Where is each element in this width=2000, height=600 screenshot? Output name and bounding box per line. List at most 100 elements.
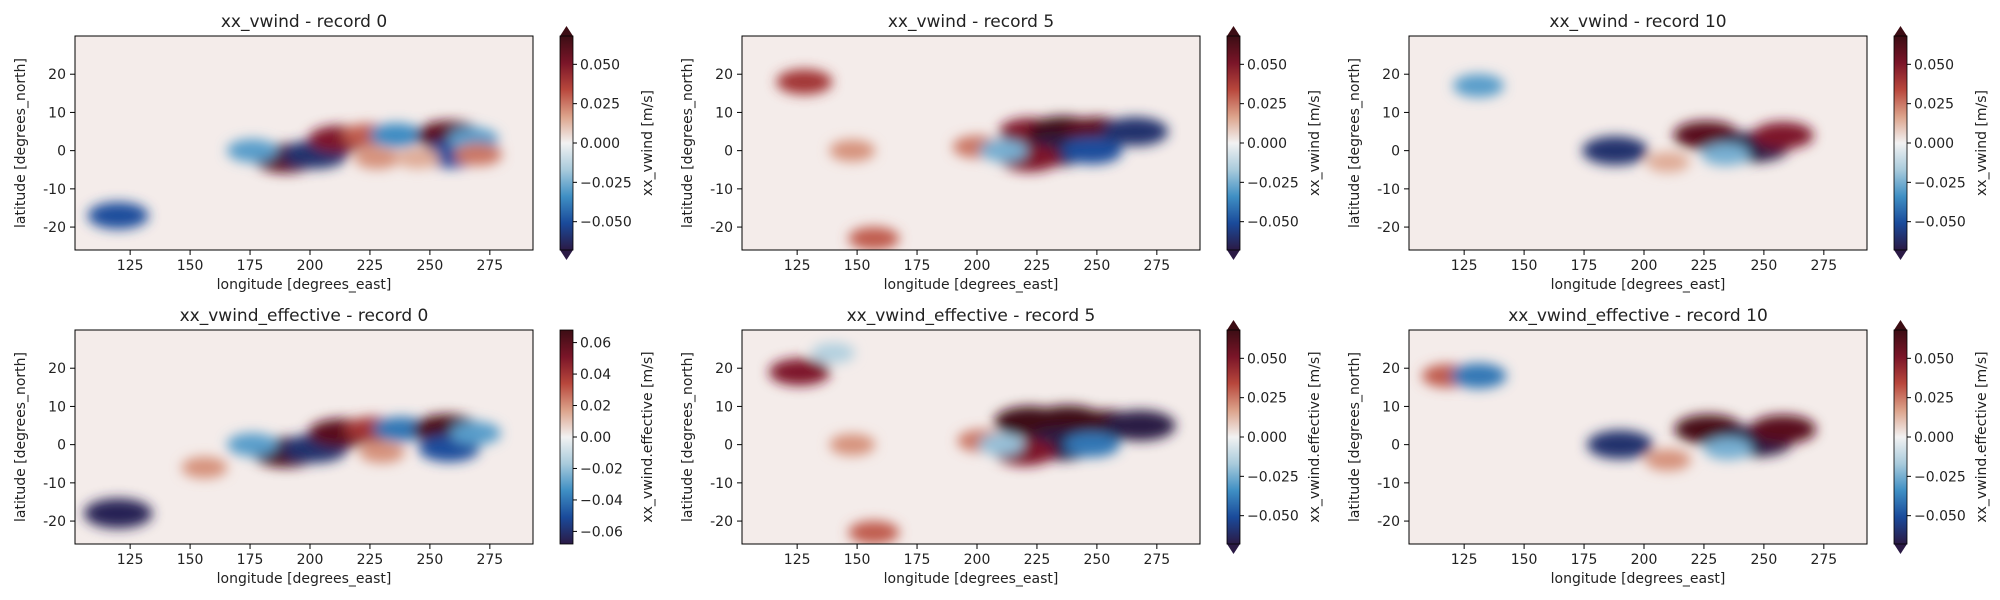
y-axis-label: latitude [degrees_north]: [13, 352, 29, 522]
colorbar-tick-label: −0.025: [580, 175, 632, 191]
colorbar-tick-label: −0.025: [1247, 175, 1299, 191]
colorbar: [1227, 330, 1240, 544]
colorbar-extend-top: [1894, 26, 1907, 36]
x-tick-label: 175: [1571, 552, 1598, 568]
subplot-title: xx_vwind_effective - record 10: [1508, 306, 1768, 326]
colorbar-tick-label: 0.02: [580, 399, 611, 415]
x-tick-label: 275: [476, 552, 503, 568]
x-axis-label: longitude [degrees_east]: [884, 277, 1059, 293]
axes-frame: [741, 35, 1201, 251]
x-tick-label: 175: [1571, 258, 1598, 274]
x-tick-label: 200: [1631, 552, 1658, 568]
y-tick-label: 0: [724, 144, 733, 160]
colorbar-tick-label: 0.025: [1247, 391, 1287, 407]
x-tick-label: 150: [844, 552, 871, 568]
subplot-1: 125 150 175 200 225 250 275 -20 -10 0 10 20 xx_vwind…: [680, 12, 1323, 293]
colorbar-tick-label: 0.000: [1247, 136, 1287, 152]
anomaly-blob: [1750, 414, 1817, 444]
colorbar-tick-label: 0.000: [1914, 136, 1954, 152]
anomaly-blobs: [1421, 363, 1817, 471]
anomaly-blob: [1701, 143, 1750, 166]
y-tick-label: -20: [1377, 514, 1400, 530]
x-tick-label: 200: [964, 552, 991, 568]
anomaly-blob: [1582, 136, 1649, 166]
anomaly-blob: [1644, 449, 1691, 471]
y-tick-label: 20: [715, 67, 733, 83]
x-axis-label: longitude [degrees_east]: [217, 571, 392, 587]
subplot-title: xx_vwind - record 5: [888, 12, 1054, 32]
y-tick-label: 0: [1391, 144, 1400, 160]
colorbar-extend-top: [1227, 320, 1240, 330]
x-tick-label: 125: [784, 552, 811, 568]
anomaly-blob: [1703, 437, 1753, 460]
y-tick-label: -20: [710, 514, 733, 530]
colorbar-tick-label: −0.050: [580, 215, 632, 231]
x-tick-label: 200: [297, 552, 324, 568]
x-tick-label: 225: [1691, 258, 1718, 274]
x-tick-label: 250: [417, 552, 444, 568]
subplot-4: 125 150 175 200 225 250 275 -20 -10 0 10 20 xx_vwind…: [680, 306, 1323, 587]
colorbar-label: xx_vwind.effective [m/s]: [1974, 351, 1990, 522]
y-tick-label: 10: [1382, 399, 1400, 415]
x-tick-label: 250: [1084, 258, 1111, 274]
y-tick-label: -20: [43, 514, 66, 530]
colorbar-label: xx_vwind.effective [m/s]: [1307, 351, 1323, 522]
anomaly-blob: [373, 416, 430, 442]
x-tick-label: 150: [844, 258, 871, 274]
anomaly-blob: [977, 433, 1024, 456]
anomaly-blob: [848, 520, 900, 544]
colorbar-tick-label: 0.050: [1247, 351, 1287, 367]
y-axis-label: latitude [degrees_north]: [1347, 352, 1363, 522]
colorbar-tick-label: −0.050: [1914, 509, 1966, 525]
wind-field: [1453, 73, 1814, 173]
axes-frame: [1408, 329, 1868, 545]
y-tick-label: -10: [1377, 476, 1400, 492]
y-tick-label: -20: [43, 220, 66, 236]
anomaly-blob: [829, 139, 876, 162]
x-tick-label: 225: [357, 258, 384, 274]
y-tick-label: 0: [724, 438, 733, 454]
y-axis-label: latitude [degrees_north]: [680, 352, 696, 522]
anomaly-blob: [1453, 73, 1505, 98]
x-tick-label: 200: [297, 258, 324, 274]
y-tick-label: 10: [48, 105, 66, 121]
x-tick-label: 150: [177, 552, 204, 568]
colorbar-extend-bottom: [1894, 250, 1907, 260]
x-tick-label: 125: [117, 258, 144, 274]
anomaly-blob: [1104, 410, 1176, 441]
colorbar-label: xx_vwind.effective [m/s]: [640, 351, 656, 522]
anomaly-blob: [811, 342, 855, 364]
wind-field: [83, 414, 501, 529]
anomaly-blob: [1587, 430, 1654, 460]
x-tick-label: 250: [1751, 552, 1778, 568]
colorbar-label: xx_vwind [m/s]: [640, 90, 656, 196]
colorbar-tick-label: 0.00: [580, 430, 611, 446]
x-tick-label: 275: [1143, 258, 1170, 274]
x-tick-label: 125: [117, 552, 144, 568]
colorbar-tick-label: −0.050: [1247, 215, 1299, 231]
y-tick-label: 10: [715, 399, 733, 415]
y-tick-label: 0: [57, 438, 66, 454]
subplot-5: 125 150 175 200 225 250 275 -20 -10 0 10 20 xx_vwind…: [1347, 306, 1990, 587]
x-tick-label: 225: [1024, 258, 1051, 274]
anomaly-blob: [1061, 137, 1123, 165]
y-tick-label: -10: [43, 476, 66, 492]
x-axis-label: longitude [degrees_east]: [217, 277, 392, 293]
colorbar-label: xx_vwind [m/s]: [1307, 90, 1323, 196]
x-tick-label: 250: [1084, 552, 1111, 568]
x-tick-label: 225: [1024, 552, 1051, 568]
wind-field: [769, 342, 1176, 544]
wind-field: [776, 69, 1169, 250]
colorbar-tick-label: −0.025: [1914, 469, 1966, 485]
colorbar-tick-label: −0.04: [580, 493, 623, 509]
colorbar-tick-label: −0.02: [580, 461, 623, 477]
colorbar-tick-label: 0.050: [1914, 57, 1954, 73]
colorbar-tick-label: 0.000: [580, 136, 620, 152]
colorbar-extend-top: [560, 26, 573, 36]
colorbar: [1894, 36, 1907, 250]
subplot-0: 125 150 175 200 225 250 275 -20 -10 0 10 20 xx_vwind…: [13, 12, 656, 293]
y-tick-label: 10: [715, 105, 733, 121]
colorbar-extend-bottom: [1894, 544, 1907, 554]
colorbar: [1894, 330, 1907, 544]
